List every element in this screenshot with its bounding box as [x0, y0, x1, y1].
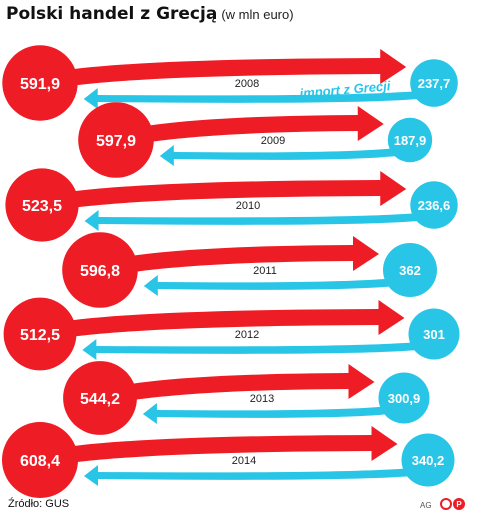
import-arrow — [82, 339, 435, 360]
chart-title: Polski handel z Grecją — [6, 4, 218, 24]
import-bubble — [408, 308, 460, 360]
year-label: 2014 — [232, 455, 256, 467]
export-value-label: 591,9 — [20, 76, 60, 93]
export-arrow — [40, 49, 407, 91]
export-value-label: 544,2 — [80, 391, 120, 408]
year-label: 2013 — [250, 393, 274, 405]
export-arrow — [40, 300, 405, 342]
svg-text:P: P — [456, 500, 462, 509]
import-value-label: 237,7 — [418, 76, 451, 91]
export-value-label: 596,8 — [80, 263, 120, 280]
year-label: 2009 — [261, 135, 285, 147]
export-arrow — [100, 364, 375, 406]
chart-subtitle: (w mln euro) — [221, 7, 294, 22]
import-value-label: 236,6 — [418, 198, 451, 213]
export-bubble — [62, 232, 138, 308]
export-value-label: 512,5 — [20, 327, 60, 344]
export-bubble — [63, 361, 137, 435]
import-bubble — [410, 181, 458, 229]
import-value-label: 301 — [423, 327, 445, 342]
import-value-label: 300,9 — [388, 391, 421, 406]
export-value-label: 597,9 — [96, 133, 136, 150]
export-bubble — [5, 168, 79, 242]
export-value-label: 608,4 — [20, 453, 60, 470]
year-label: 2012 — [235, 329, 259, 341]
year-label: 2010 — [236, 200, 260, 212]
export-bubble — [2, 422, 78, 498]
export-bubble — [78, 102, 154, 178]
year-label: 2011 — [253, 265, 277, 277]
import-arrow — [142, 403, 405, 424]
author-credit: AG — [420, 501, 432, 510]
import-value-label: 340,2 — [412, 453, 445, 468]
legend-export-label: eksport do Grecji — [99, 39, 207, 61]
export-arrow — [116, 106, 384, 148]
chart-title-block: Polski handel z Grecją (w mln euro) — [6, 4, 294, 24]
export-bubble — [2, 45, 78, 121]
export-arrow — [100, 236, 379, 278]
import-bubble — [378, 372, 430, 424]
import-bubble — [387, 117, 433, 163]
export-arrow — [40, 426, 398, 468]
import-arrow — [84, 465, 428, 486]
import-arrow — [83, 88, 435, 109]
publisher-logo-icon: P — [440, 498, 465, 510]
import-bubble — [410, 59, 458, 107]
export-value-label: 523,5 — [22, 198, 62, 215]
import-value-label: 187,9 — [394, 133, 427, 148]
export-arrow — [42, 171, 407, 213]
year-label: 2008 — [235, 78, 259, 90]
import-value-label: 362 — [399, 263, 421, 278]
source-note: Źródło: GUS — [8, 498, 70, 510]
import-bubble — [383, 243, 437, 297]
import-arrow — [143, 275, 411, 296]
import-arrow — [159, 145, 410, 166]
export-bubble — [3, 297, 77, 371]
import-bubble — [401, 433, 455, 487]
import-arrow — [84, 210, 435, 231]
